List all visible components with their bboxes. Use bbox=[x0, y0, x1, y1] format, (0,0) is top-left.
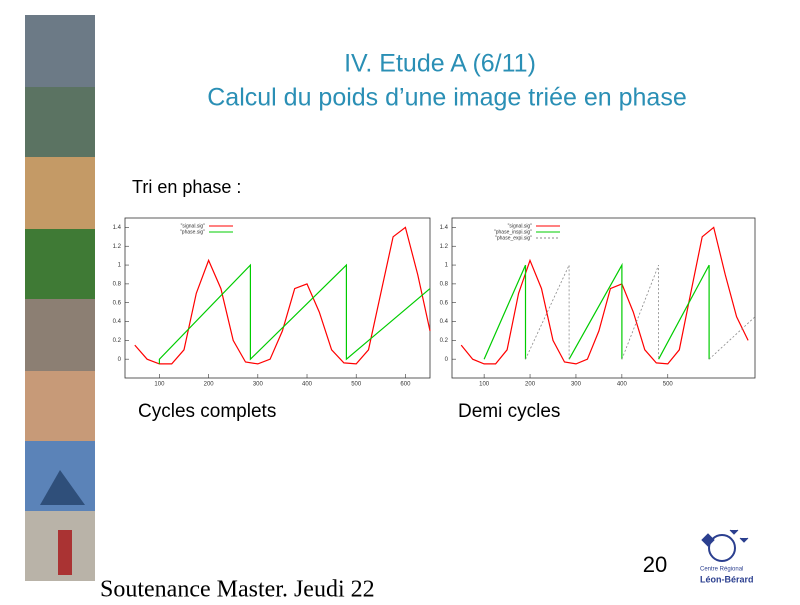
photo-strip bbox=[25, 15, 95, 581]
y-tick-label: 0.8 bbox=[440, 281, 449, 287]
plot-frame bbox=[124, 217, 431, 379]
x-tick-label: 400 bbox=[617, 382, 628, 388]
y-tick-label: 0 bbox=[445, 357, 449, 363]
y-tick-label: 0.6 bbox=[113, 300, 122, 306]
footer-text: Soutenance Master. Jeudi 22 bbox=[100, 577, 375, 601]
y-tick-label: 0.8 bbox=[113, 281, 122, 287]
x-tick-label: 400 bbox=[302, 382, 313, 388]
y-tick-label: 0.2 bbox=[113, 338, 122, 344]
y-tick-label: 1 bbox=[118, 263, 122, 269]
x-tick-label: 200 bbox=[204, 382, 215, 388]
series-line bbox=[134, 226, 431, 365]
x-tick-label: 100 bbox=[154, 382, 165, 388]
series-line bbox=[460, 226, 749, 365]
page-number: 20 bbox=[643, 552, 667, 577]
y-tick-label: 0.4 bbox=[440, 319, 449, 325]
chart-caption: Demi cycles bbox=[458, 401, 560, 422]
y-tick-label: 0.6 bbox=[440, 300, 449, 306]
series-line bbox=[158, 263, 431, 364]
logo: Centre Régional Léon-Bérard bbox=[700, 529, 754, 584]
logo-text: Centre Régional bbox=[700, 567, 743, 573]
x-tick-label: 300 bbox=[253, 382, 264, 388]
legend-label: "phase.sig" bbox=[180, 229, 205, 235]
chart-caption: Cycles complets bbox=[138, 401, 276, 422]
y-tick-label: 1 bbox=[445, 263, 449, 269]
legend-label: "signal.sig" bbox=[181, 223, 206, 229]
series-line bbox=[483, 262, 710, 360]
legend-label: "signal.sig" bbox=[508, 223, 533, 229]
legend-label: "phase_expi.sig" bbox=[495, 235, 532, 241]
x-tick-label: 100 bbox=[479, 382, 490, 388]
y-tick-label: 1.2 bbox=[440, 244, 449, 250]
y-tick-label: 0.4 bbox=[113, 319, 122, 325]
x-tick-label: 500 bbox=[663, 382, 674, 388]
series-line bbox=[525, 264, 756, 360]
title-line: Calcul du poids d’une image triée en pha… bbox=[207, 84, 686, 112]
y-tick-label: 1.4 bbox=[113, 225, 122, 231]
x-tick-label: 600 bbox=[400, 382, 411, 388]
y-tick-label: 0 bbox=[118, 357, 122, 363]
section-label: Tri en phase : bbox=[132, 177, 241, 197]
y-tick-label: 0.2 bbox=[440, 338, 449, 344]
x-tick-label: 500 bbox=[351, 382, 362, 388]
x-tick-label: 200 bbox=[525, 382, 536, 388]
x-tick-label: 300 bbox=[571, 382, 582, 388]
title-line: IV. Etude A (6/11) bbox=[344, 50, 536, 78]
legend-label: "phase_inspi.sig" bbox=[494, 229, 532, 235]
y-tick-label: 1.4 bbox=[440, 225, 449, 231]
logo-text: Léon-Bérard bbox=[700, 574, 754, 584]
y-tick-label: 1.2 bbox=[113, 244, 122, 250]
